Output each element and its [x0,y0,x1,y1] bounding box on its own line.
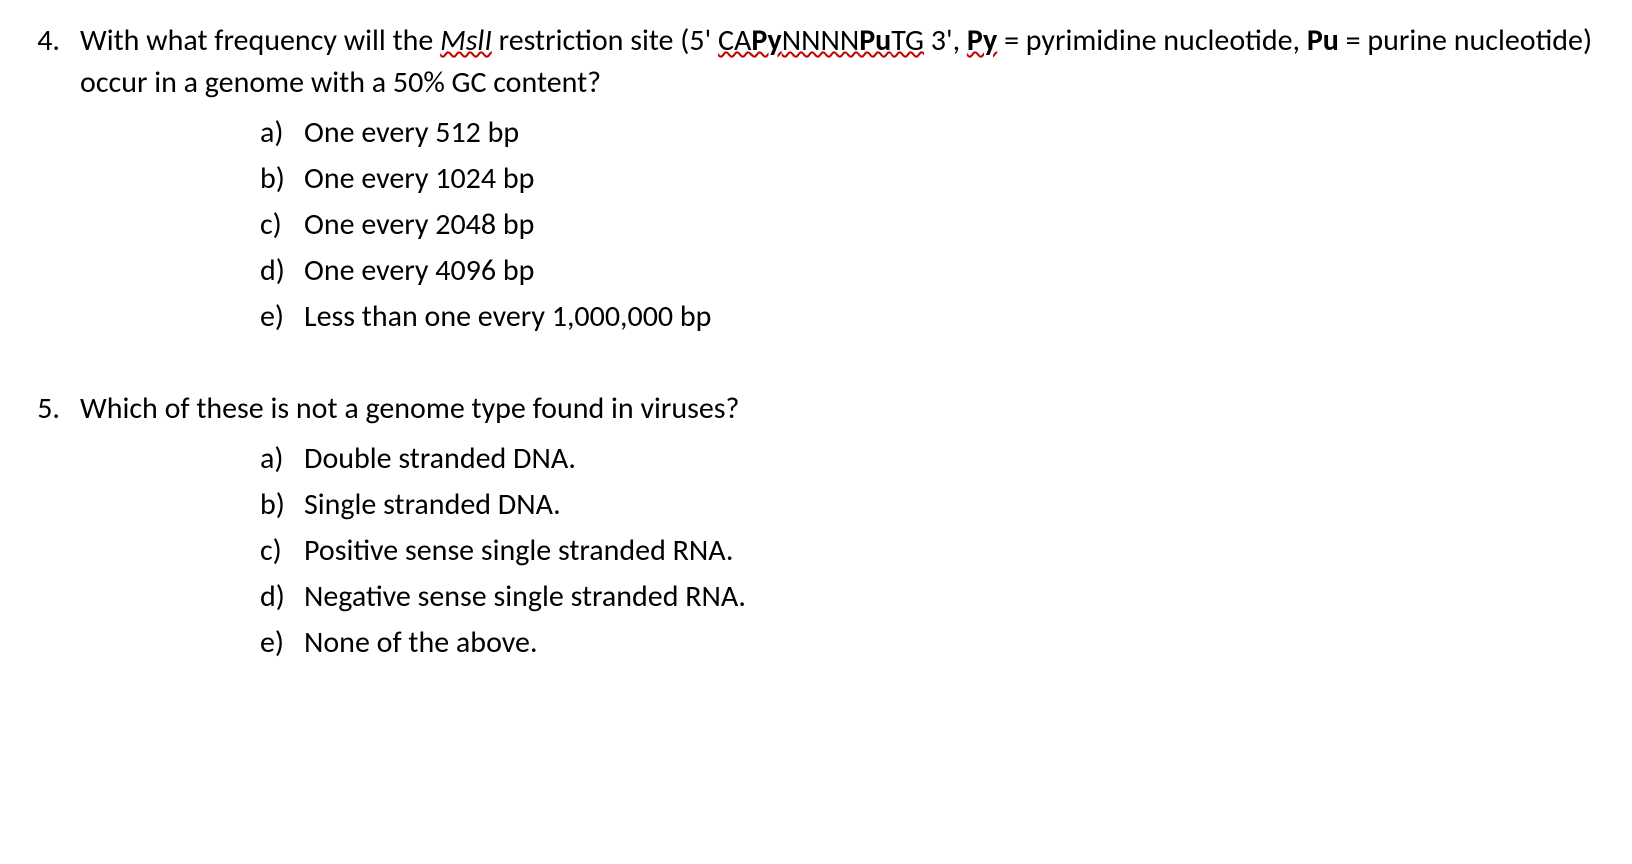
enzyme-name: MslI [440,22,492,59]
question-number: 5. [30,388,80,430]
question-stem: 4. With what frequency will the MslI res… [30,20,1602,104]
option-letter: b) [260,484,304,526]
option-letter: d) [260,576,304,618]
option-text: Positive sense single stranded RNA. [304,530,1602,572]
stem-text-part: = pyrimidine nucleotide, [997,22,1307,59]
option-c: c) One every 2048 bp [260,204,1602,246]
option-e: e) None of the above. [260,622,1602,664]
option-d: d) Negative sense single stranded RNA. [260,576,1602,618]
option-text: One every 2048 bp [304,204,1602,246]
option-text: Negative sense single stranded RNA. [304,576,1602,618]
stem-text-part: With what frequency will the [80,22,440,59]
question-stem: 5. Which of these is not a genome type f… [30,388,1602,430]
option-text: Single stranded DNA. [304,484,1602,526]
option-letter: b) [260,158,304,200]
option-letter: c) [260,204,304,246]
option-a: a) One every 512 bp [260,112,1602,154]
question-4: 4. With what frequency will the MslI res… [30,20,1602,338]
question-number: 4. [30,20,80,104]
option-text: One every 512 bp [304,112,1602,154]
option-c: c) Positive sense single stranded RNA. [260,530,1602,572]
sequence: CAPyNNNNPuTG [718,22,924,59]
option-letter: a) [260,112,304,154]
question-text: With what frequency will the MslI restri… [80,20,1602,104]
stem-text-part: 3', [924,22,967,59]
option-text: One every 4096 bp [304,250,1602,292]
py-abbrev: Py [967,22,997,59]
question-5: 5. Which of these is not a genome type f… [30,388,1602,664]
option-letter: d) [260,250,304,292]
option-letter: e) [260,296,304,338]
option-letter: c) [260,530,304,572]
option-text: None of the above. [304,622,1602,664]
pu-abbrev: Pu [1307,22,1339,59]
option-d: d) One every 4096 bp [260,250,1602,292]
stem-text-part: restriction site (5' [492,22,718,59]
options-list: a) Double stranded DNA. b) Single strand… [260,438,1602,664]
option-a: a) Double stranded DNA. [260,438,1602,480]
option-b: b) One every 1024 bp [260,158,1602,200]
option-letter: e) [260,622,304,664]
option-text: One every 1024 bp [304,158,1602,200]
options-list: a) One every 512 bp b) One every 1024 bp… [260,112,1602,338]
option-e: e) Less than one every 1,000,000 bp [260,296,1602,338]
option-text: Double stranded DNA. [304,438,1602,480]
option-text: Less than one every 1,000,000 bp [304,296,1602,338]
question-text: Which of these is not a genome type foun… [80,388,1602,430]
option-b: b) Single stranded DNA. [260,484,1602,526]
option-letter: a) [260,438,304,480]
